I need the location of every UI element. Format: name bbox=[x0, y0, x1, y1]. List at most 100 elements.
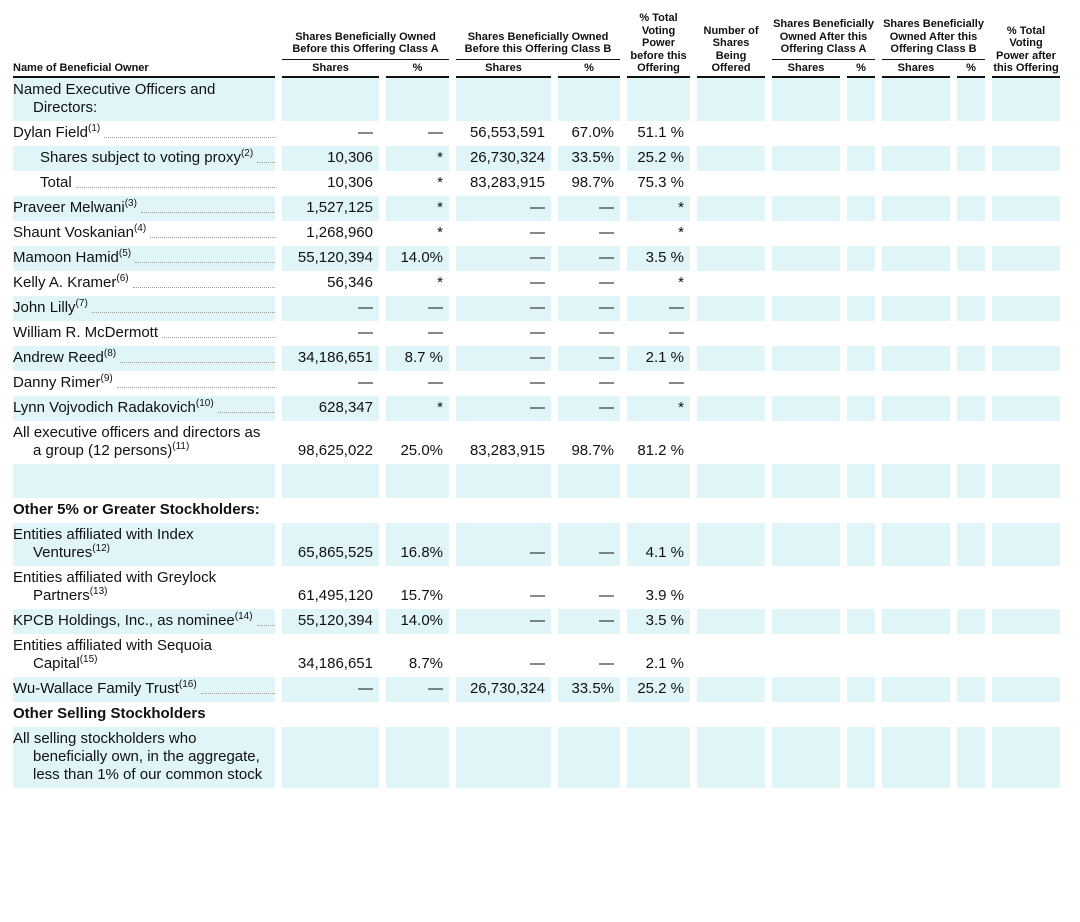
group-header: Shares Beneficially Owned After this Off… bbox=[772, 12, 876, 60]
empty-cell bbox=[957, 371, 985, 396]
value-cell: 628,347 bbox=[282, 395, 379, 421]
owner-name: Shares subject to voting proxy(2) bbox=[40, 149, 253, 167]
empty-cell bbox=[957, 245, 986, 271]
owner-cell: Andrew Reed(8) bbox=[13, 345, 275, 371]
value-cell: 34,186,651 bbox=[282, 345, 379, 371]
value-cell: * bbox=[437, 224, 444, 241]
value-cell: 2.1 % bbox=[627, 345, 691, 371]
empty-cell bbox=[697, 634, 765, 677]
value-cell: — bbox=[558, 195, 621, 221]
owner-cell: Other 5% or Greater Stockholders: bbox=[13, 498, 275, 523]
empty-cell bbox=[957, 463, 986, 498]
value-cell: — bbox=[456, 608, 552, 634]
footnote-ref: (11) bbox=[172, 441, 190, 452]
table-row: Praveer Melwani(3) 1,527,125 * — — * bbox=[13, 195, 1061, 221]
empty-cell bbox=[772, 463, 841, 498]
empty-cell bbox=[992, 295, 1061, 321]
owner-name-text: Wu-Wallace Family Trust bbox=[13, 680, 179, 697]
value-cell: — bbox=[669, 324, 685, 341]
value-cell: 67.0% bbox=[571, 124, 615, 141]
owner-box: Entities affiliated with Index Ventures(… bbox=[13, 526, 275, 562]
owner-name: Entities affiliated with Greylock Partne… bbox=[13, 569, 271, 605]
owner-name: John Lilly(7) bbox=[13, 299, 88, 317]
empty-cell bbox=[627, 498, 690, 523]
value-cell: 56,346 bbox=[327, 274, 373, 291]
value-cell: 34,186,651 bbox=[297, 655, 373, 672]
column-header: Shares bbox=[772, 60, 841, 78]
empty-cell bbox=[772, 195, 841, 221]
table-row: Wu-Wallace Family Trust(16) — —26,730,324 3… bbox=[13, 676, 1061, 702]
empty-cell bbox=[386, 702, 449, 727]
table-row: Other 5% or Greater Stockholders: bbox=[13, 498, 1060, 523]
empty-cell bbox=[772, 321, 840, 346]
owner-box: Named Executive Officers and Directors: bbox=[13, 81, 275, 117]
footnote-ref: (12) bbox=[92, 543, 111, 554]
value-cell: 8.7% bbox=[408, 655, 444, 672]
table-row: Total 10,306 * 83,283,915 98.7% 75.3 % bbox=[13, 171, 1060, 196]
empty-cell bbox=[772, 145, 841, 171]
owner-cell: Shaunt Voskanian(4) bbox=[13, 221, 275, 246]
value-cell: 8.7 % bbox=[386, 345, 450, 371]
value-cell: — bbox=[386, 676, 450, 702]
owner-box: Lynn Vojvodich Radakovich(10) bbox=[13, 399, 275, 417]
owner-cell: Danny Rimer(9) bbox=[13, 371, 275, 396]
owner-box: Shaunt Voskanian(4) bbox=[13, 224, 275, 242]
column-header: Shares bbox=[882, 60, 951, 78]
table-row: Named Executive Officers and Directors: bbox=[13, 77, 1061, 121]
empty-cell bbox=[882, 676, 951, 702]
empty-cell bbox=[772, 634, 840, 677]
value-cell: 61,495,120 bbox=[297, 587, 373, 604]
owner-cell: John Lilly(7) bbox=[13, 295, 275, 321]
empty-cell bbox=[992, 345, 1061, 371]
owner-box: Kelly A. Kramer(6) bbox=[13, 274, 275, 292]
dot-leader bbox=[120, 362, 275, 363]
value-cell: — bbox=[558, 295, 621, 321]
empty-cell bbox=[882, 345, 951, 371]
empty-cell bbox=[992, 145, 1061, 171]
table-row: Andrew Reed(8) 34,186,651 8.7 % — —2.1 % bbox=[13, 345, 1061, 371]
column-header: % bbox=[386, 60, 450, 78]
value-cell: — bbox=[428, 124, 444, 141]
dot-leader bbox=[162, 337, 275, 338]
value-cell: — bbox=[428, 374, 444, 391]
empty-cell bbox=[847, 271, 875, 296]
empty-cell bbox=[992, 221, 1060, 246]
empty-cell bbox=[992, 498, 1060, 523]
value-cell: 25.2 % bbox=[627, 145, 691, 171]
empty-cell bbox=[882, 498, 950, 523]
empty-cell bbox=[697, 145, 766, 171]
empty-cell bbox=[847, 321, 875, 346]
owner-box: Andrew Reed(8) bbox=[13, 349, 275, 367]
owner-box: William R. McDermott bbox=[13, 324, 275, 342]
empty-cell bbox=[697, 271, 765, 296]
owner-cell: Entities affiliated with Sequoia Capital… bbox=[13, 634, 275, 677]
empty-cell bbox=[627, 77, 691, 121]
empty-cell bbox=[772, 171, 840, 196]
value-cell: 33.5% bbox=[558, 145, 621, 171]
owner-cell: Dylan Field(1) bbox=[13, 121, 275, 146]
empty-cell bbox=[697, 498, 765, 523]
empty-cell bbox=[456, 77, 552, 121]
empty-cell bbox=[772, 77, 841, 121]
value-cell: — bbox=[358, 374, 373, 391]
empty-cell bbox=[882, 171, 950, 196]
footnote-ref: (8) bbox=[103, 348, 117, 359]
empty-cell bbox=[847, 77, 876, 121]
dot-leader bbox=[200, 693, 275, 694]
empty-cell bbox=[847, 726, 876, 788]
dot-leader bbox=[257, 162, 275, 163]
empty-cell bbox=[456, 498, 551, 523]
footnote-ref: (15) bbox=[79, 654, 98, 665]
table-header: Name of Beneficial Owner Shares Beneficia… bbox=[13, 12, 1061, 78]
empty-cell bbox=[772, 726, 841, 788]
empty-cell bbox=[697, 421, 765, 464]
owner-cell: All selling stockholders who beneficiall… bbox=[13, 726, 275, 788]
empty-cell bbox=[772, 371, 840, 396]
value-cell: 81.2 % bbox=[637, 442, 685, 459]
value-cell: — bbox=[456, 245, 552, 271]
owner-name: Other 5% or Greater Stockholders: bbox=[13, 501, 260, 519]
value-cell: 3.9 % bbox=[645, 587, 685, 604]
empty-cell bbox=[847, 463, 876, 498]
empty-cell bbox=[697, 395, 766, 421]
value-cell: — bbox=[456, 522, 552, 566]
